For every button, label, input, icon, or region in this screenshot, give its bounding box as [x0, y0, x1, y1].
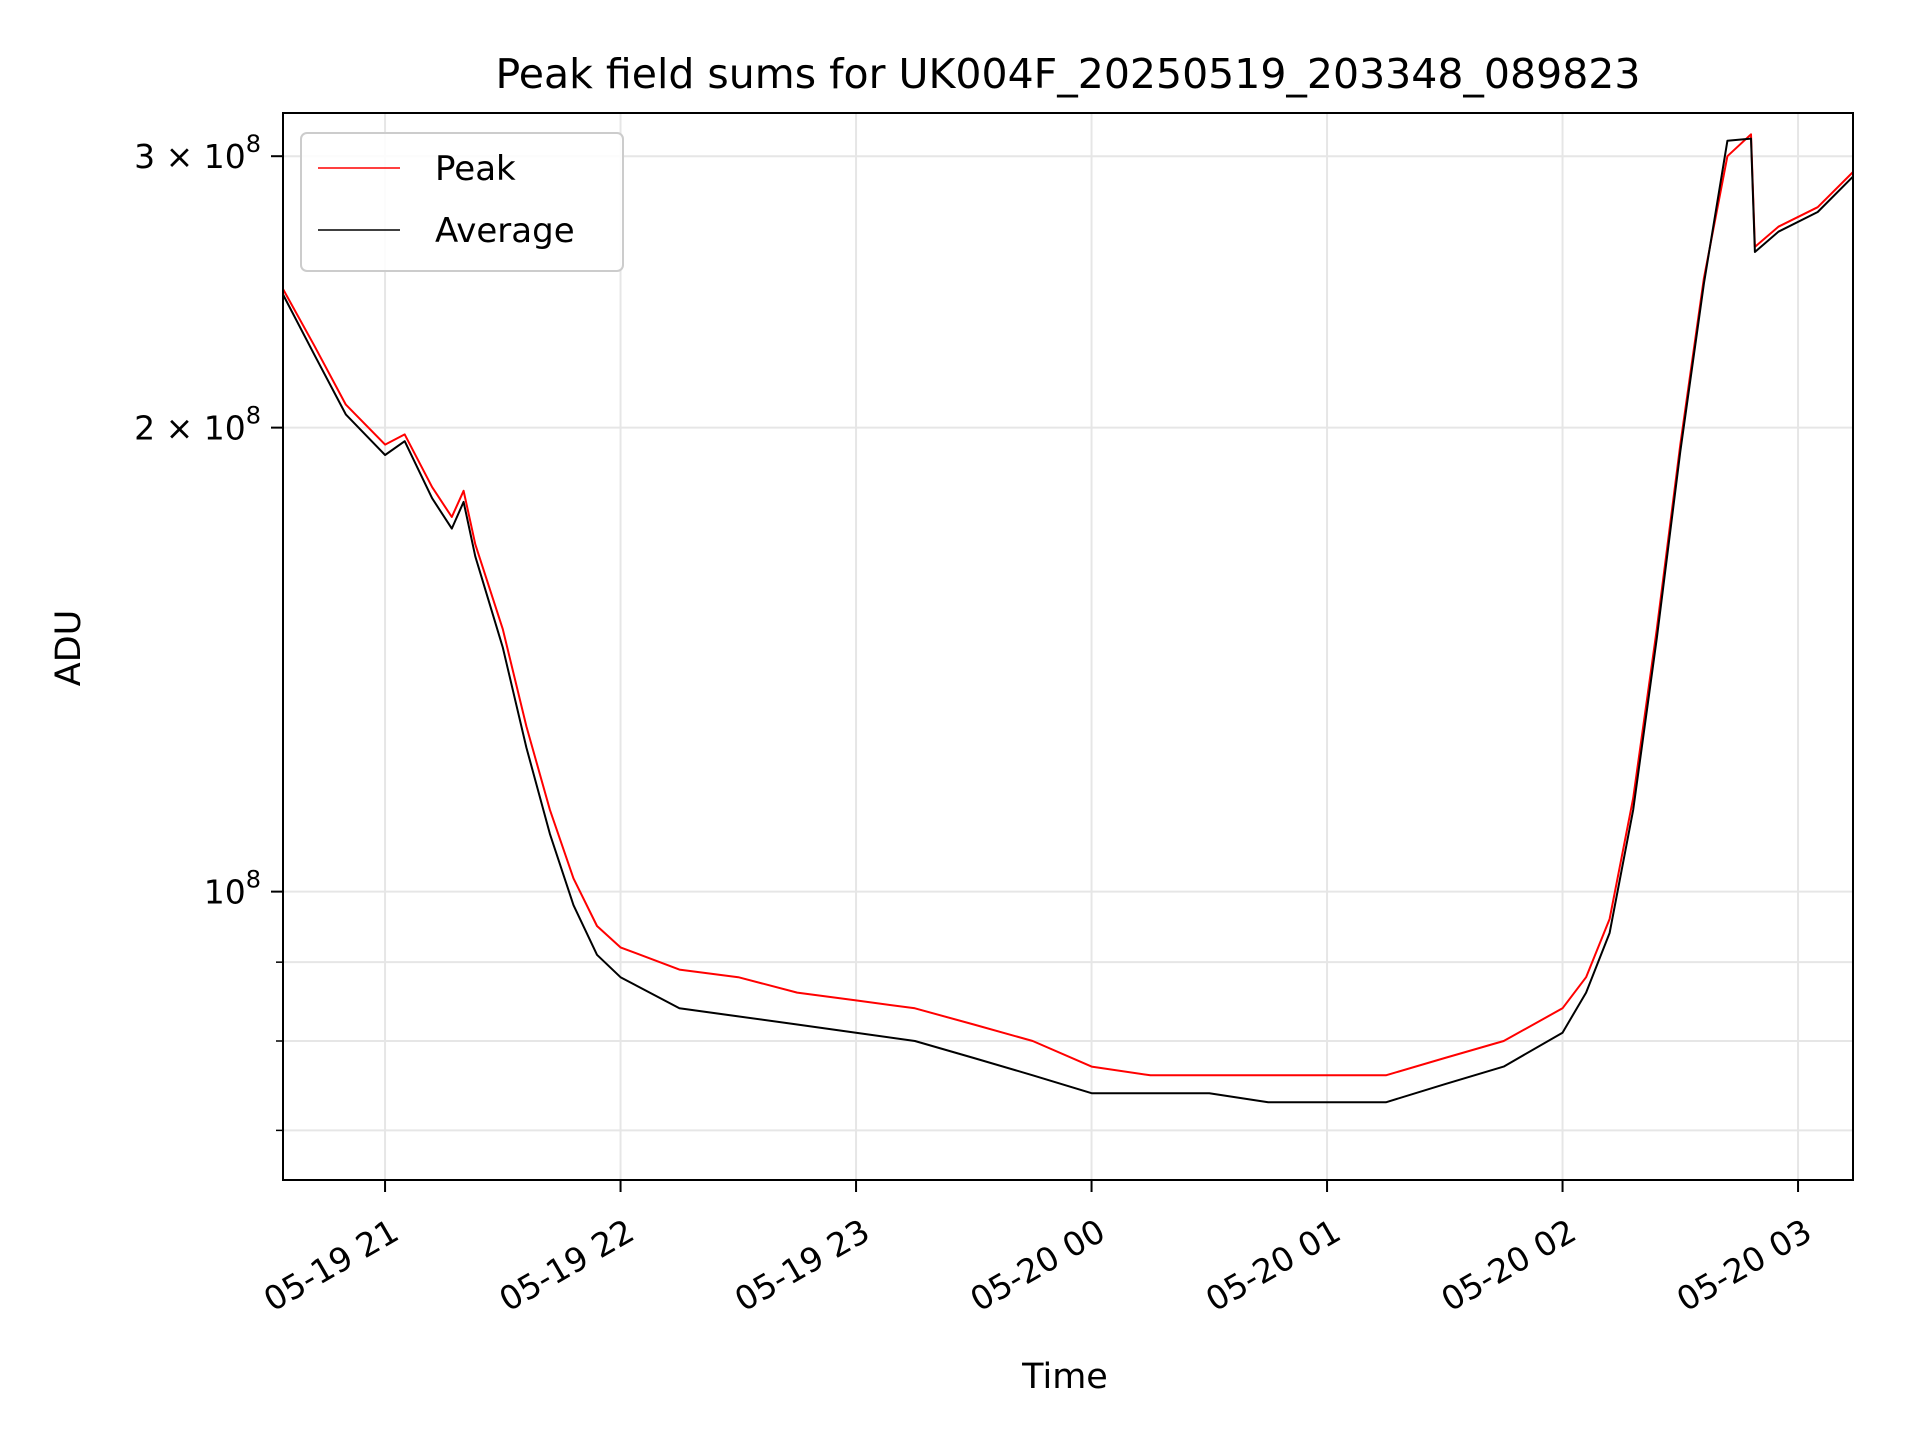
legend-label-average: Average	[435, 211, 575, 251]
y-tick-label: 2 × 108	[134, 402, 261, 448]
x-axis-label: Time	[1021, 1357, 1108, 1397]
plot-area	[282, 133, 1854, 1104]
y-tick-exponent: 8	[246, 866, 261, 894]
y-tick-label: 108	[204, 866, 261, 912]
y-tick-exponent: 8	[246, 402, 261, 430]
legend: Peak Average	[300, 132, 624, 272]
series-line-average	[282, 137, 1854, 1104]
y-tick-base: 10	[204, 873, 246, 912]
y-tick-exponent: 8	[246, 130, 261, 158]
chart-title: Peak field sums for UK004F_20250519_2033…	[496, 50, 1641, 98]
legend-label-peak: Peak	[435, 149, 516, 189]
plot-frame	[282, 112, 1854, 1181]
y-tick-base: 3 × 10	[134, 137, 246, 176]
y-axis-label: ADU	[49, 610, 89, 687]
y-tick-label: 3 × 108	[134, 130, 261, 176]
y-tick-base: 2 × 10	[134, 409, 246, 448]
